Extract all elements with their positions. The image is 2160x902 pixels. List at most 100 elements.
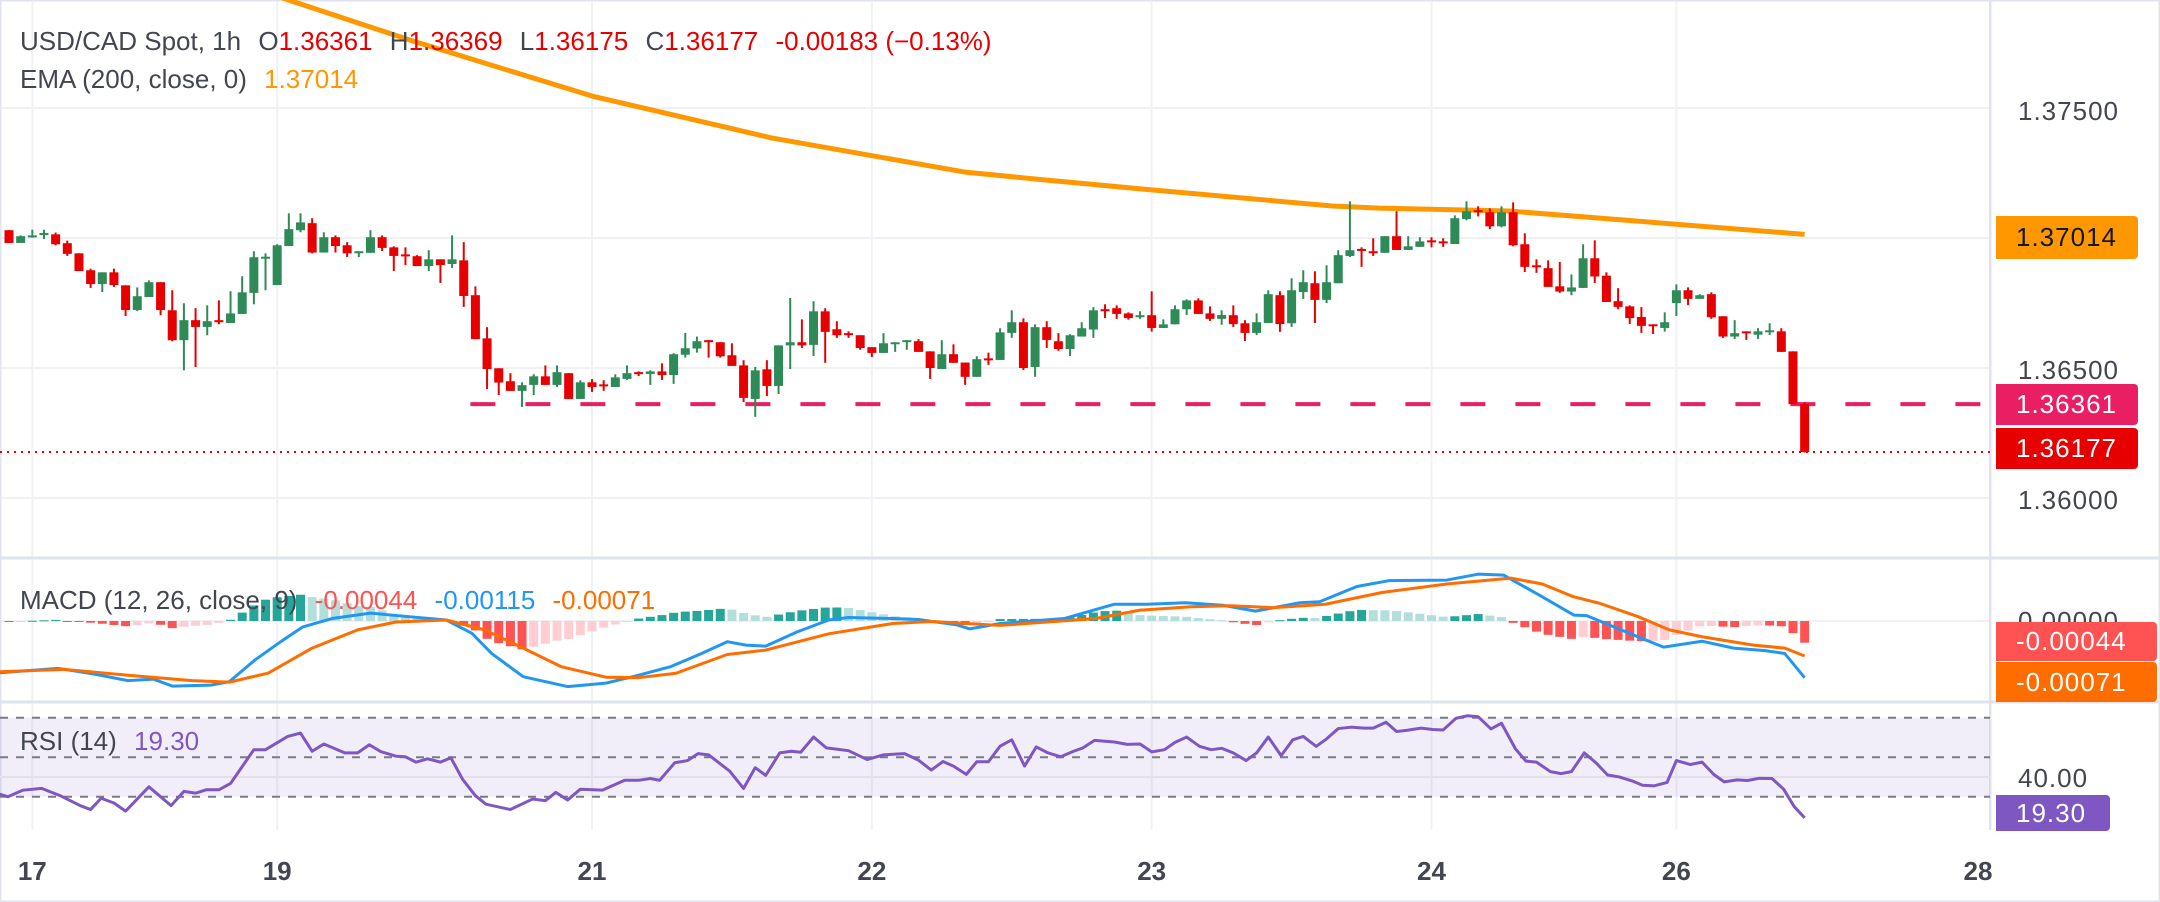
macd-histogram-bar <box>1648 621 1658 641</box>
macd-histogram-bar <box>820 607 830 621</box>
candle <box>1427 237 1437 248</box>
macd-histogram-bar <box>1636 621 1646 642</box>
macd-histogram-bar <box>1660 621 1670 641</box>
candle <box>39 229 49 240</box>
high-group: H1.36369 <box>390 26 503 56</box>
candle <box>1193 298 1203 314</box>
macd-histogram-bar <box>1193 618 1203 621</box>
macd-histogram-bar <box>51 619 61 621</box>
candle <box>832 321 842 338</box>
macd-histogram-bar <box>144 621 154 624</box>
macd-legend: MACD (12, 26, close, 9) -0.00044 -0.0011… <box>20 585 665 616</box>
macd-signal-value: -0.00071 <box>552 585 656 615</box>
candle <box>1135 311 1145 319</box>
candle-body <box>51 234 61 245</box>
macd-histogram-bar <box>109 621 119 625</box>
macd-histogram-bar <box>1287 618 1297 621</box>
macd-histogram-bar <box>1252 621 1262 626</box>
symbol-title[interactable]: USD/CAD Spot, 1h <box>20 26 242 56</box>
candle <box>1730 320 1740 339</box>
candle-body <box>1578 258 1588 288</box>
ema-200-line <box>281 0 1805 237</box>
change-value: -0.00183 (−0.13%) <box>775 26 992 56</box>
candle-body <box>622 373 632 379</box>
candle-body <box>1508 212 1518 246</box>
candle-body <box>1438 241 1448 244</box>
candle <box>97 272 107 293</box>
macd-histogram-bar <box>505 621 515 647</box>
candle-body <box>1531 265 1541 268</box>
candle <box>680 332 690 358</box>
time-tick-label: 17 <box>17 856 47 886</box>
rsi-label[interactable]: RSI (14) <box>20 726 117 756</box>
macd-histogram-bar <box>575 621 585 636</box>
candle <box>74 253 84 272</box>
macd-histogram-bar <box>832 607 842 621</box>
macd-histogram-bar <box>1706 621 1716 626</box>
macd-label[interactable]: MACD (12, 26, close, 9) <box>20 585 298 615</box>
candle <box>1648 324 1658 334</box>
macd-histogram-bar <box>1427 615 1437 621</box>
candle <box>972 356 982 377</box>
candle-body <box>179 320 189 341</box>
candle <box>1543 260 1553 287</box>
candle <box>365 230 375 253</box>
candle-body <box>1788 351 1798 405</box>
candle <box>214 300 224 325</box>
candle-body <box>1706 294 1716 318</box>
candle <box>86 268 96 288</box>
macd-histogram-bar <box>1450 616 1460 621</box>
candle <box>517 382 527 407</box>
macd-histogram-bar <box>1007 618 1017 621</box>
candle <box>902 340 912 350</box>
macd-histogram-bar <box>214 621 224 623</box>
close-group: C1.36177 <box>645 26 758 56</box>
macd-histogram-bar <box>517 621 527 650</box>
candle <box>599 380 609 391</box>
candle <box>179 303 189 371</box>
candle-body <box>74 253 84 272</box>
macd-histogram-bar <box>529 621 539 647</box>
candle-body <box>1088 310 1098 330</box>
candle-body <box>1648 324 1658 327</box>
macd-histogram-bar <box>1182 616 1192 621</box>
candle <box>552 365 562 387</box>
macd-histogram-bar <box>704 609 714 621</box>
macd-histogram-bar <box>1018 618 1028 621</box>
macd-histogram-bar <box>797 610 807 621</box>
candle-body <box>902 340 912 343</box>
high-value: 1.36369 <box>408 26 503 56</box>
candle <box>156 282 166 316</box>
macd-pane <box>0 572 1810 689</box>
candle-body <box>715 342 725 357</box>
candle-body <box>1368 251 1378 254</box>
macd-histogram-bar <box>1508 621 1518 623</box>
candle <box>739 360 749 403</box>
macd-line-value: -0.00115 <box>434 585 536 615</box>
candle-body <box>1741 331 1751 334</box>
macd-histogram-bar <box>1088 612 1098 621</box>
candle <box>435 259 445 283</box>
candle <box>1403 236 1413 250</box>
candle-body <box>459 260 469 296</box>
candle <box>1263 290 1273 324</box>
high-label: H <box>389 26 409 56</box>
ema-label[interactable]: EMA (200, close, 0) <box>20 64 247 94</box>
candle-body <box>202 321 212 327</box>
macd-histogram-bar <box>610 621 620 625</box>
candle <box>1776 328 1786 352</box>
candle-body <box>1392 236 1402 250</box>
candle-body <box>727 355 737 366</box>
candle-body <box>1462 211 1471 220</box>
macd-histogram-bar <box>785 612 795 621</box>
macd-histogram-bar <box>1788 621 1798 634</box>
candle <box>750 366 760 417</box>
macd-histogram-bar <box>1322 615 1332 621</box>
ema-price-box: 1.37014 <box>1996 216 2138 259</box>
candle <box>727 343 737 366</box>
macd-histogram-bar <box>1147 615 1157 621</box>
macd-histogram-bar <box>1392 610 1402 621</box>
macd-histogram-bar <box>1730 621 1740 628</box>
candle-body <box>354 251 364 254</box>
